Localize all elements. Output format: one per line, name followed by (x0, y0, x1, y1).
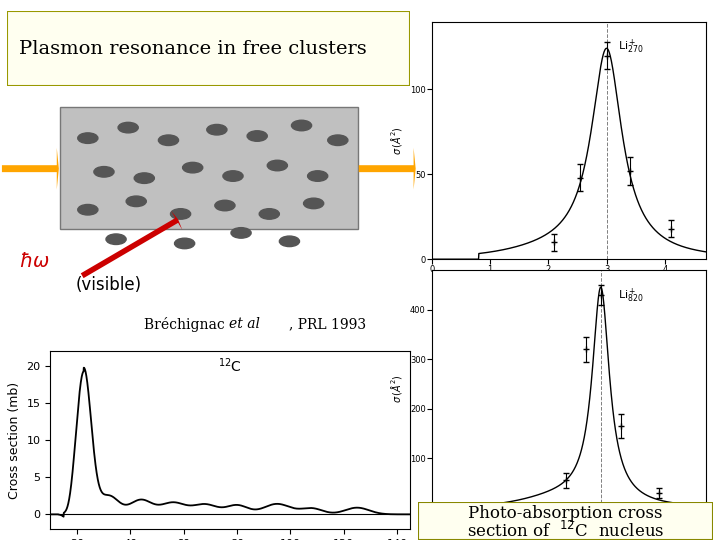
Circle shape (158, 135, 179, 145)
Circle shape (328, 135, 348, 145)
Circle shape (259, 208, 279, 219)
Text: et al: et al (229, 317, 260, 331)
Circle shape (307, 171, 328, 181)
Circle shape (78, 133, 98, 144)
Text: Plasmon resonance in free clusters: Plasmon resonance in free clusters (19, 39, 367, 58)
Circle shape (94, 166, 114, 177)
Text: Photo-absorption cross: Photo-absorption cross (468, 505, 662, 522)
Y-axis label: $\sigma\,(\AA^2)$: $\sigma\,(\AA^2)$ (390, 126, 405, 155)
Circle shape (215, 200, 235, 211)
Circle shape (106, 234, 126, 245)
Y-axis label: $\sigma\,(\AA^2)$: $\sigma\,(\AA^2)$ (390, 374, 405, 403)
Circle shape (174, 238, 194, 249)
FancyBboxPatch shape (60, 106, 358, 229)
Circle shape (304, 198, 324, 208)
Circle shape (183, 163, 203, 173)
Circle shape (171, 208, 191, 219)
FancyBboxPatch shape (418, 502, 713, 540)
Circle shape (78, 205, 98, 215)
Text: Li$^+_{270}$: Li$^+_{270}$ (618, 38, 644, 56)
Text: $\hbar\omega$: $\hbar\omega$ (19, 252, 50, 271)
Text: Li$^+_{820}$: Li$^+_{820}$ (618, 286, 644, 305)
Y-axis label: Cross section (mb): Cross section (mb) (8, 382, 21, 498)
Text: section of  $^{12}$C  nucleus: section of $^{12}$C nucleus (467, 521, 664, 540)
Circle shape (292, 120, 312, 131)
Circle shape (126, 196, 146, 207)
Text: $^{12}$C: $^{12}$C (218, 357, 243, 375)
Circle shape (279, 236, 300, 247)
Text: (visible): (visible) (76, 276, 142, 294)
Circle shape (207, 124, 227, 135)
Circle shape (247, 131, 267, 141)
Circle shape (118, 123, 138, 133)
Text: , PRL 1993: , PRL 1993 (289, 317, 366, 331)
Circle shape (267, 160, 287, 171)
Circle shape (223, 171, 243, 181)
Circle shape (134, 173, 154, 184)
FancyBboxPatch shape (7, 11, 410, 86)
Circle shape (231, 228, 251, 238)
X-axis label: $h\nu\,[eV]$: $h\nu\,[eV]$ (552, 276, 586, 289)
X-axis label: $h\nu\,[eV]$: $h\nu\,[eV]$ (552, 524, 586, 538)
Text: Bréchignac: Bréchignac (144, 316, 229, 332)
